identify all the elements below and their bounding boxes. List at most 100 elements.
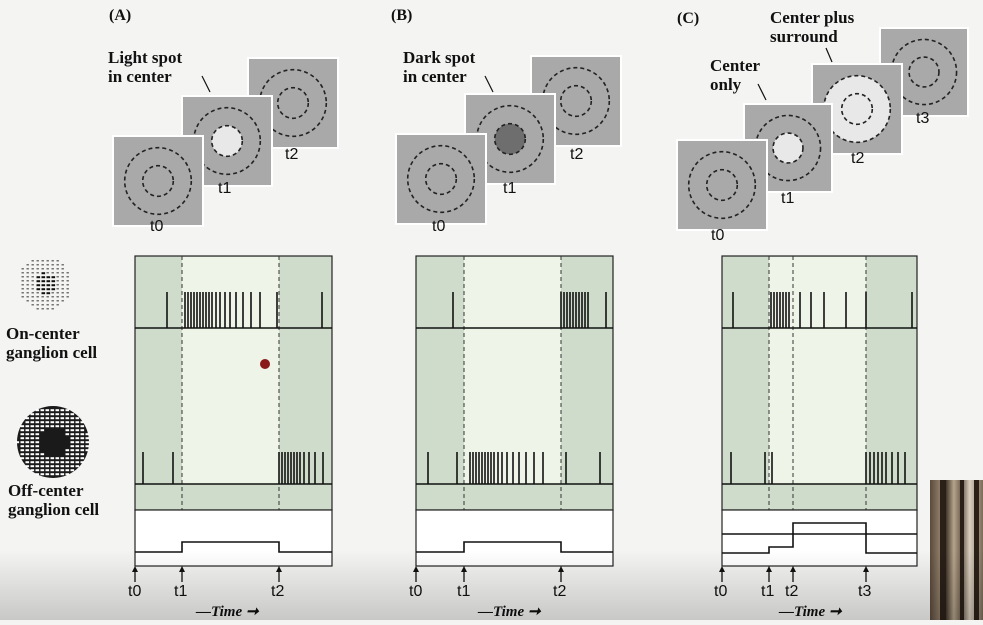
stim-trace-a	[135, 541, 332, 553]
on-center-rf-icon-dash	[31, 260, 34, 262]
off-center-rf-icon-dash	[55, 469, 60, 472]
off-center-rf-icon-dash	[65, 457, 70, 460]
off-center-rf-icon-dash	[50, 461, 55, 464]
off-center-rf-icon-dash	[65, 433, 70, 436]
on-center-rf-icon-dash	[31, 264, 34, 266]
tick-a-t0: t0	[128, 583, 142, 600]
off-center-rf-icon-dash	[25, 441, 30, 444]
on-center-rf-icon-dash	[26, 276, 29, 278]
on-center-rf-icon-dash	[36, 292, 39, 294]
on-center-rf-icon-dash	[36, 288, 41, 291]
plot-b-stim-period	[464, 257, 561, 484]
off-center-rf-icon-dash	[40, 425, 45, 428]
off-center-rf-icon-dash	[70, 449, 75, 452]
off-center-rf-icon-dash	[25, 429, 30, 432]
on-center-rf-icon-dash	[56, 296, 59, 298]
on-center-rf-icon-dash	[66, 292, 69, 294]
off-center-rf-icon-dash	[30, 465, 35, 468]
off-center-rf-icon	[15, 406, 90, 478]
off-center-rf-icon-dash	[50, 409, 55, 412]
off-center-rf-icon-dash	[45, 421, 50, 424]
off-center-rf-icon-dash	[40, 461, 45, 464]
on-center-rf-icon-dash	[56, 280, 59, 282]
off-center-rf-icon-dash	[20, 449, 25, 452]
off-center-rf-icon-dash	[55, 457, 60, 460]
off-center-rf-icon-dash	[35, 441, 40, 444]
off-center-rf-icon-dash	[35, 461, 40, 464]
plot-c-stim-period	[769, 257, 866, 484]
off-center-rf-icon-dash	[65, 453, 70, 456]
on-center-rf-icon-dash	[21, 296, 24, 298]
webcam-overlay	[930, 480, 983, 620]
on-center-rf-icon-dash	[41, 280, 46, 283]
off-center-rf-icon-dash	[55, 413, 60, 416]
frame-label-c-t3: t3	[916, 110, 930, 127]
frame-c-t0-inner-ring	[705, 168, 739, 202]
stim-trace-c	[722, 522, 917, 554]
on-center-rf-icon-dash	[41, 268, 44, 270]
on-center-rf-icon-dash	[51, 280, 56, 283]
frame-label-b-t0: t0	[432, 218, 446, 235]
frame-a-t1-spot	[211, 125, 243, 157]
on-center-rf-icon-dash	[31, 296, 34, 298]
on-center-rf-icon-dash	[41, 304, 44, 306]
on-center-rf-icon-dash	[46, 304, 49, 306]
tick-c-t3: t3	[858, 583, 872, 600]
off-center-rf-icon-dash	[30, 441, 35, 444]
tick-b-t2: t2	[553, 583, 567, 600]
off-center-rf-icon-dash	[65, 465, 70, 468]
off-center-rf-icon-dash	[25, 453, 30, 456]
off-center-rf-icon-dash	[60, 465, 65, 468]
frame-b-t0-inner-ring	[424, 162, 458, 196]
off-center-rf-icon-dash	[45, 469, 50, 472]
on-center-rf-icon-dash	[51, 264, 54, 266]
off-center-rf-icon-dash	[75, 437, 80, 440]
on-center-rf-icon-dash	[46, 292, 51, 295]
on-center-rf-icon-dash	[66, 272, 69, 274]
tick-c-t1: t1	[761, 583, 775, 600]
off-center-rf-icon-dash	[85, 441, 90, 444]
time-axis-label-c: —Time ➞	[779, 604, 842, 620]
on-center-rf-icon-dash	[21, 292, 24, 294]
frame-c-t0-outer-ring	[687, 150, 757, 220]
frame-a-t0-bg	[112, 135, 204, 227]
frame-label-c-t0: t0	[711, 227, 725, 244]
tick-arrowhead-b-0	[413, 566, 419, 572]
frame-b-t0-bg	[395, 133, 487, 225]
on-center-rf-icon-dash	[46, 264, 49, 266]
on-center-rf-icon-dash	[26, 280, 29, 282]
on-center-rf-icon-dash	[46, 308, 49, 310]
frame-c-t2-inner-ring	[840, 92, 874, 126]
off-center-rf-icon-disc	[17, 406, 89, 478]
red-marker-dot	[260, 359, 270, 369]
off-center-rf-icon-dash	[55, 425, 60, 428]
frame-a-t0-inner-ring	[141, 164, 175, 198]
off-center-rf-icon-dash	[55, 461, 60, 464]
off-center-rf-icon-dash	[40, 457, 45, 460]
off-center-rf-icon-dash	[25, 433, 30, 436]
pointer-c1	[757, 83, 767, 101]
on-center-rf-icon-dash	[51, 260, 54, 262]
off-center-rf-icon-dash	[65, 417, 70, 420]
on-center-cell-label: On-center ganglion cell	[6, 324, 98, 362]
off-center-rf-icon-dash	[55, 421, 60, 424]
frame-c-t1-inner-ring	[772, 132, 804, 164]
off-center-rf-icon-dash	[85, 433, 90, 436]
off-center-rf-icon-dash	[50, 469, 55, 472]
off-center-rf-icon-dash	[70, 465, 75, 468]
on-center-rf-icon-dash	[41, 300, 44, 302]
off-center-rf-icon-dash	[25, 449, 30, 452]
off-center-rf-icon-dash	[70, 461, 75, 464]
stim-trace-box-c	[721, 509, 918, 567]
on-center-rf-icon-dash	[61, 276, 64, 278]
off-center-rf-icon-dash	[25, 437, 30, 440]
frame-b-t1-outer-ring	[475, 104, 545, 174]
off-center-rf-icon-dash	[30, 453, 35, 456]
on-center-rf-icon-dash	[31, 276, 34, 278]
off-center-rf-icon-dash	[35, 433, 40, 436]
frame-b-t1-inner-ring	[493, 122, 527, 156]
frame-label-b-t2: t2	[570, 146, 584, 163]
on-center-rf-icon-dash	[61, 288, 64, 290]
on-center-rf-icon-dash	[21, 276, 24, 278]
off-center-rf-icon-dash	[35, 449, 40, 452]
